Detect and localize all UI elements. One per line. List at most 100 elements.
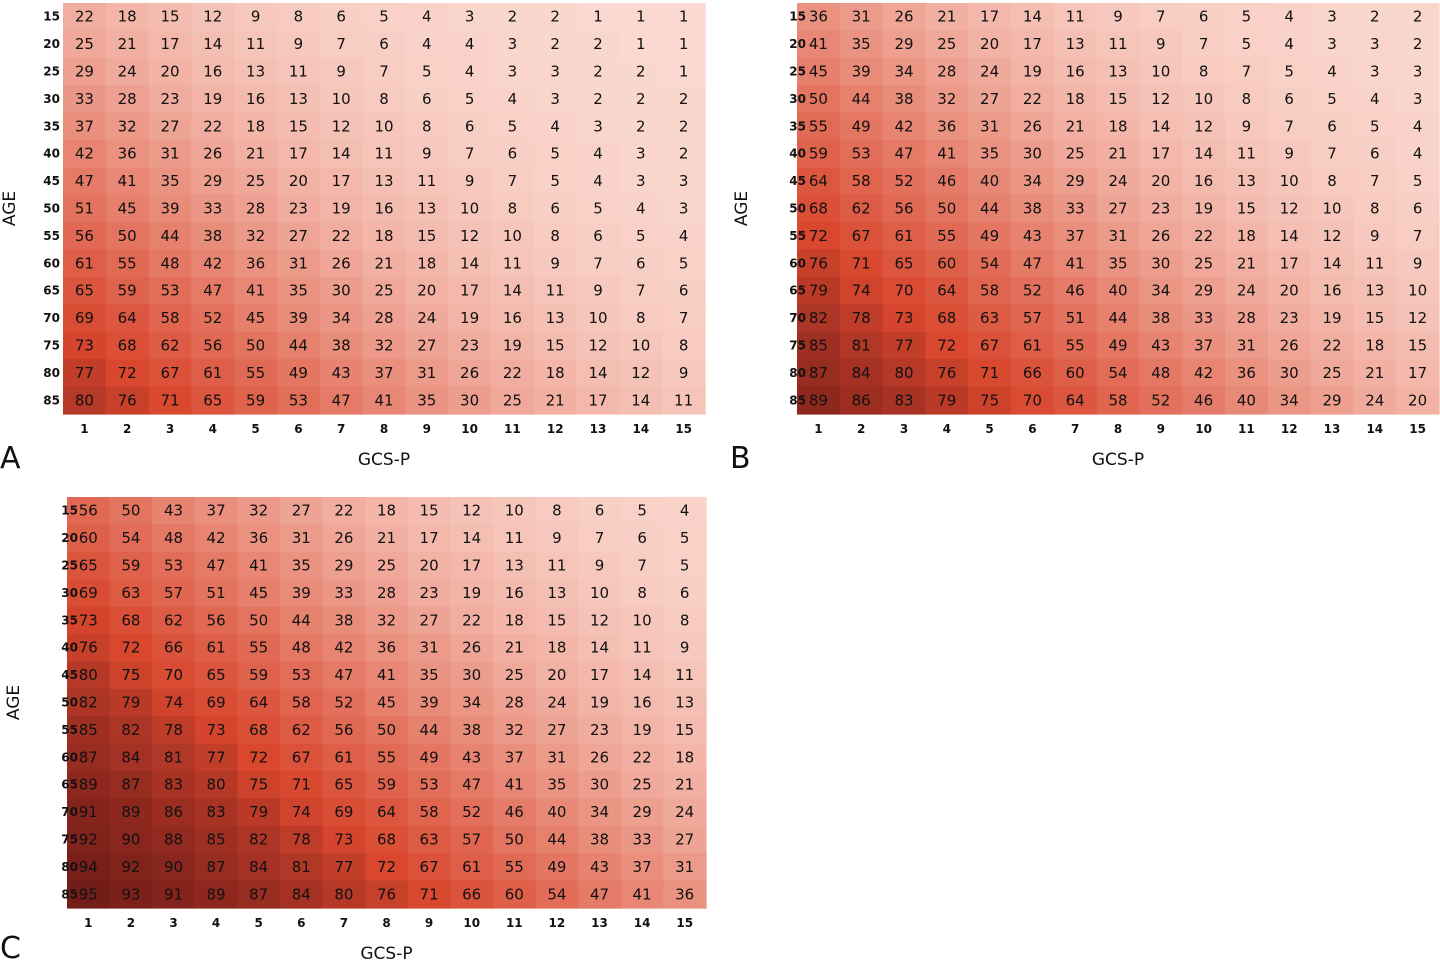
heatmap-cell [405, 304, 449, 333]
cell-value-label: 36 [249, 529, 268, 547]
cell-value-label: 33 [1066, 200, 1085, 218]
heatmap-cell [319, 85, 364, 114]
heatmap-cell [277, 304, 321, 333]
heatmap-cell [491, 386, 535, 415]
cell-value-label: 3 [465, 8, 475, 26]
cell-value-label: 12 [203, 8, 222, 26]
heatmap-cell [277, 112, 321, 141]
cell-value-label: 55 [505, 858, 524, 876]
cell-value-label: 46 [1194, 391, 1213, 409]
heatmap-cell [578, 661, 622, 690]
heatmap-cell [1267, 249, 1312, 278]
heatmap-cell [578, 798, 622, 827]
heatmap-cell [493, 497, 537, 525]
heatmap-cell [319, 277, 364, 305]
heatmap-cell [663, 524, 707, 553]
heatmap-cell [322, 551, 366, 580]
heatmap-cell [493, 551, 537, 580]
heatmap-cell [63, 249, 107, 278]
cell-value-label: 21 [505, 639, 524, 657]
cell-value-label: 43 [1023, 227, 1042, 245]
cell-value-label: 60 [79, 529, 98, 547]
heatmap-cell [491, 112, 535, 141]
heatmap-cell [322, 688, 366, 717]
y-tick-label: 35 [789, 119, 806, 133]
heatmap-cell [1139, 304, 1183, 333]
heatmap-cell [576, 140, 620, 168]
heatmap-cell [148, 222, 192, 251]
heatmap-cell [280, 497, 324, 525]
heatmap-cell [1011, 112, 1055, 141]
cell-value-label: 6 [336, 8, 346, 26]
cell-value-label: 15 [417, 227, 436, 245]
heatmap-cell [1053, 249, 1098, 278]
heatmap-cell [105, 57, 150, 86]
heatmap-cell [619, 3, 663, 31]
heatmap-cell [620, 606, 664, 635]
heatmap-cell [277, 359, 321, 388]
cell-value-label: 72 [121, 639, 140, 657]
heatmap-cell [280, 853, 324, 882]
heatmap-cell [1182, 304, 1226, 333]
heatmap-cell [619, 277, 663, 305]
cell-value-label: 89 [79, 776, 98, 794]
heatmap-cell [576, 359, 620, 388]
cell-value-label: 4 [1413, 145, 1423, 163]
heatmap-cell [407, 771, 451, 799]
cell-value-label: 54 [547, 885, 566, 903]
heatmap-cell [319, 112, 364, 141]
heatmap-cell [882, 3, 926, 31]
heatmap-cell [882, 112, 926, 141]
heatmap-cell [968, 57, 1012, 86]
heatmap-cell [105, 167, 150, 196]
heatmap-cell [148, 386, 192, 415]
cell-value-label: 48 [164, 529, 183, 547]
cell-value-label: 44 [160, 227, 179, 245]
cell-value-label: 4 [636, 200, 646, 218]
heatmap-cell [839, 167, 884, 196]
cell-value-label: 5 [422, 63, 432, 81]
heatmap-cell [882, 194, 926, 223]
cell-value-label: 6 [637, 529, 647, 547]
heatmap-cell [662, 331, 706, 360]
heatmap-cell [191, 30, 235, 59]
cell-value-label: 64 [249, 694, 268, 712]
cell-value-label: 58 [1108, 391, 1127, 409]
cell-value-label: 16 [503, 309, 522, 327]
cell-value-label: 65 [75, 282, 94, 300]
heatmap-cell [578, 825, 622, 854]
cell-value-label: 21 [374, 254, 393, 272]
heatmap-cell [322, 798, 366, 827]
heatmap-cell [1053, 30, 1098, 59]
cell-value-label: 31 [160, 145, 179, 163]
cell-value-label: 13 [417, 200, 436, 218]
heatmap-cell [1225, 57, 1269, 86]
heatmap-cell [280, 551, 324, 580]
heatmap-cell [1396, 331, 1440, 360]
heatmap-cell [148, 140, 192, 168]
cell-value-label: 27 [292, 502, 311, 520]
cell-value-label: 14 [588, 364, 607, 382]
heatmap-cell [1096, 30, 1140, 59]
cell-value-label: 17 [289, 145, 308, 163]
heatmap-cell [407, 606, 451, 635]
x-tick-label: 5 [255, 916, 263, 930]
y-tick-label: 75 [61, 833, 78, 847]
cell-value-label: 29 [1066, 172, 1085, 190]
cell-value-label: 22 [503, 364, 522, 382]
heatmap-cell [1182, 222, 1226, 251]
heatmap-cell [839, 112, 884, 141]
heatmap-cell [1225, 386, 1269, 415]
heatmap-panel-b: 36 31 26 21 17 14 11 9 7 6 5 4 3 2 241 35 29 25 20 17 13 11 9 7… [730, 3, 1440, 476]
heatmap-cell [148, 331, 192, 360]
heatmap-cell [194, 688, 238, 717]
heatmap-cell [407, 634, 451, 662]
cell-value-label: 81 [292, 858, 311, 876]
cell-value-label: 18 [675, 748, 694, 766]
heatmap-cell [280, 880, 324, 909]
heatmap-cell [1182, 277, 1226, 305]
heatmap-cell [1310, 359, 1354, 388]
heatmap-cell [493, 606, 537, 635]
cell-value-label: 29 [1194, 282, 1213, 300]
cell-value-label: 22 [332, 227, 351, 245]
